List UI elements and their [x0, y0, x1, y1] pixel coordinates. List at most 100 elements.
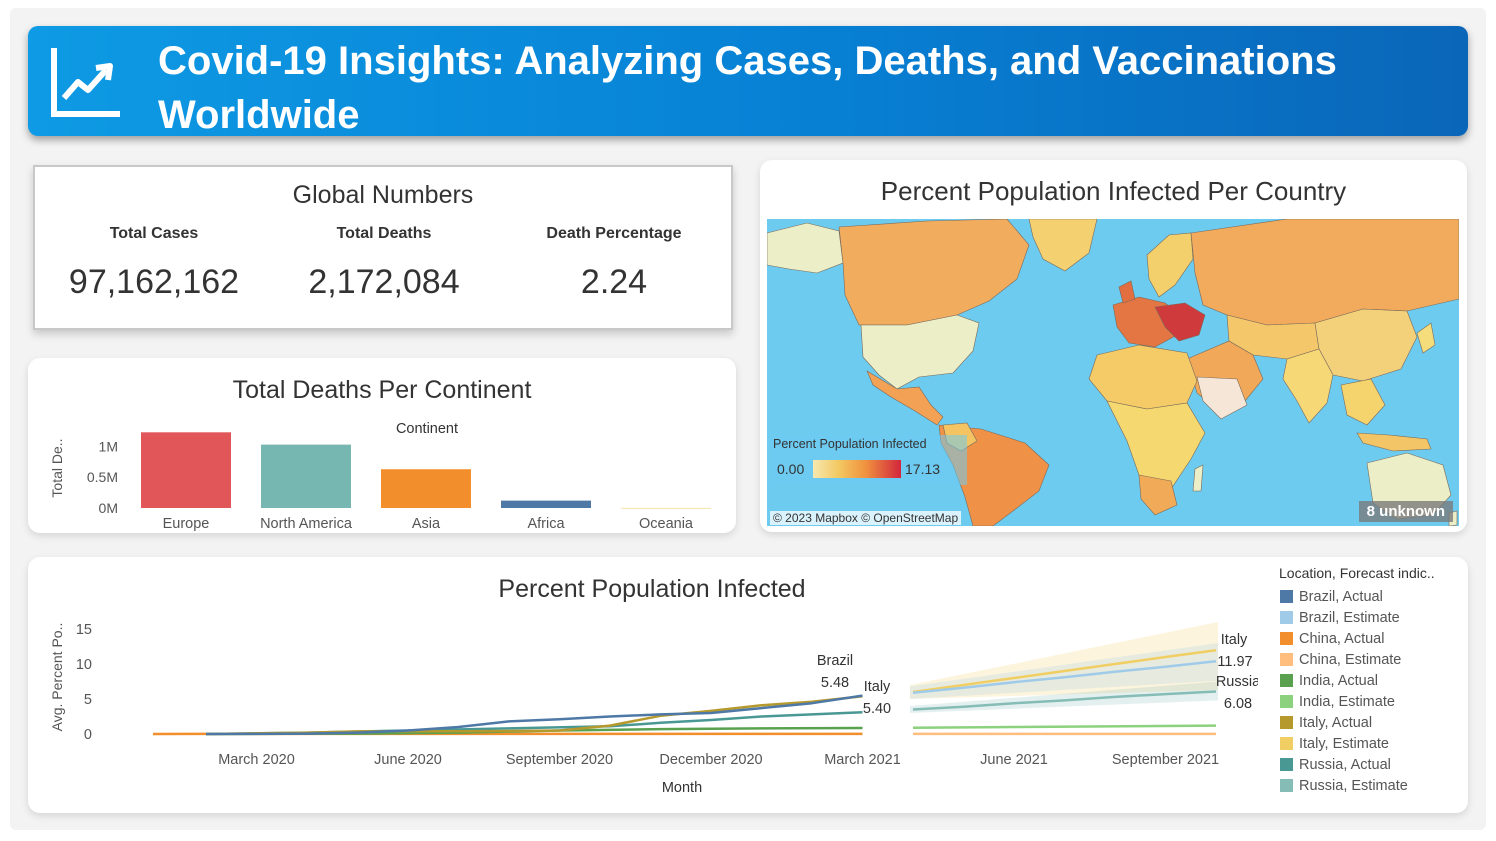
legend-item-russia-actual[interactable]: Russia, Actual — [1280, 755, 1391, 775]
unknown-locations-badge[interactable]: 8 unknown — [1358, 501, 1453, 522]
world-map-svg[interactable] — [767, 219, 1459, 526]
region-saudi-arabia[interactable] — [1196, 376, 1248, 420]
map-title: Percent Population Infected Per Country — [880, 176, 1347, 206]
map-legend-gradient — [813, 460, 901, 478]
line-y-tick-label: 5 — [84, 692, 92, 708]
legend-swatch — [1280, 758, 1293, 771]
legend-item-india-estimate[interactable]: India, Estimate — [1280, 692, 1395, 712]
legend-swatch — [1280, 716, 1293, 729]
region-south-africa[interactable] — [1138, 474, 1178, 516]
legend-item-italy-estimate[interactable]: Italy, Estimate — [1280, 734, 1389, 754]
line-x-tick-label: March 2020 — [218, 752, 295, 768]
forecast-band-italy-estimate — [910, 622, 1218, 699]
infection-map-card[interactable]: Percent Population Infected Per Country — [760, 160, 1467, 532]
bar-category-label: Asia — [412, 516, 441, 532]
legend-item-india-actual[interactable]: India, Actual — [1280, 671, 1378, 691]
continent-y-axis-label: Total De.. — [49, 438, 65, 497]
infection-line-chart[interactable]: Percent Population Infected Avg. Percent… — [28, 557, 1258, 813]
region-uk[interactable] — [1118, 280, 1136, 304]
legend-label: Russia, Actual — [1299, 757, 1391, 773]
italy-annotation-value: 5.40 — [863, 701, 891, 717]
line-x-axis-label: Month — [662, 780, 702, 796]
series-line-brazil-estimate[interactable] — [912, 659, 1217, 694]
line-y-tick-label: 0 — [84, 727, 92, 743]
italy-estimate-value: 11.97 — [1217, 654, 1252, 670]
line-legend-title: Location, Forecast indic.. — [1279, 565, 1435, 581]
dashboard-title: Covid-19 Insights: Analyzing Cases, Deat… — [158, 39, 1337, 137]
legend-label: India, Estimate — [1299, 694, 1395, 710]
region-central-europe[interactable] — [1154, 302, 1206, 342]
map-legend: Percent Population Infected 0.00 17.13 — [771, 435, 967, 485]
total-cases-value: 97,162,162 — [68, 263, 240, 301]
legend-label: China, Actual — [1299, 631, 1385, 647]
region-usa[interactable] — [860, 314, 980, 390]
brazil-annotation-value: 5.48 — [821, 675, 849, 691]
bar-north-america[interactable] — [261, 444, 351, 508]
continent-chart-title: Total Deaths Per Continent — [232, 376, 532, 404]
region-mexico-central[interactable] — [866, 370, 944, 426]
legend-label: Brazil, Actual — [1299, 589, 1383, 605]
line-x-tick-label: December 2020 — [659, 752, 762, 768]
map-attribution[interactable]: © 2023 Mapbox © OpenStreetMap — [770, 511, 962, 525]
deaths-per-continent-card[interactable]: Total Deaths Per Continent Continent Tot… — [28, 358, 736, 533]
region-canada[interactable] — [838, 219, 1030, 326]
legend-label: Italy, Actual — [1299, 715, 1373, 731]
legend-item-brazil-estimate[interactable]: Brazil, Estimate — [1280, 608, 1400, 628]
region-greenland[interactable] — [1028, 219, 1098, 272]
region-alaska[interactable] — [767, 222, 844, 274]
bar-category-label: Africa — [527, 516, 565, 532]
bar-africa[interactable] — [501, 500, 591, 508]
continent-bar-chart[interactable]: Continent Total De.. 1M 0.5M 0M Europe Nort… — [28, 358, 736, 533]
bar-y-tick-label: 1M — [99, 438, 118, 454]
legend-item-italy-actual[interactable]: Italy, Actual — [1280, 713, 1372, 733]
russia-estimate-value: 6.08 — [1224, 696, 1252, 712]
world-map[interactable]: Percent Population Infected 0.00 17.13 ©… — [767, 219, 1459, 526]
region-africa-central[interactable] — [1106, 400, 1206, 504]
region-japan[interactable] — [1416, 322, 1436, 354]
series-line-india-estimate[interactable] — [912, 724, 1217, 729]
line-x-tick-label: September 2020 — [506, 752, 613, 768]
legend-item-china-estimate[interactable]: China, Estimate — [1280, 650, 1401, 670]
legend-swatch — [1280, 779, 1293, 792]
series-line-italy-estimate[interactable] — [912, 648, 1217, 694]
line-x-tick-label: June 2021 — [980, 752, 1048, 768]
bar-y-tick-label: 0M — [99, 500, 118, 516]
bar-europe[interactable] — [141, 432, 231, 508]
legend-swatch — [1280, 653, 1293, 666]
legend-item-china-actual[interactable]: China, Actual — [1280, 629, 1384, 649]
global-numbers-card[interactable]: Global Numbers Total Cases 97,162,162 To… — [33, 165, 733, 330]
region-africa-north[interactable] — [1088, 344, 1198, 410]
bar-oceania[interactable] — [621, 507, 711, 509]
legend-swatch — [1280, 632, 1293, 645]
region-madagascar[interactable] — [1192, 464, 1204, 492]
map-legend-title: Percent Population Infected — [773, 437, 927, 451]
legend-label: Brazil, Estimate — [1299, 610, 1400, 626]
line-y-tick-label: 15 — [76, 622, 92, 638]
global-numbers-title: Global Numbers — [292, 181, 474, 209]
italy-annotation-name: Italy — [864, 679, 891, 695]
legend-swatch — [1280, 611, 1293, 624]
italy-estimate-name: Italy — [1221, 632, 1248, 648]
region-india[interactable] — [1282, 348, 1334, 424]
trend-chart-icon — [51, 48, 120, 117]
map-legend-min: 0.00 — [777, 461, 805, 477]
series-line-russia-estimate[interactable] — [912, 690, 1217, 711]
total-deaths-label: Total Deaths — [336, 225, 432, 242]
region-indonesia[interactable] — [1356, 432, 1432, 452]
continent-column-header: Continent — [396, 421, 458, 437]
legend-item-brazil-actual[interactable]: Brazil, Actual — [1280, 587, 1383, 607]
legend-item-russia-estimate[interactable]: Russia, Estimate — [1280, 776, 1408, 796]
series-line-brazil-actual[interactable] — [205, 694, 863, 736]
region-russia[interactable] — [1190, 219, 1459, 326]
line-x-tick-label: March 2021 — [824, 752, 901, 768]
legend-label: Italy, Estimate — [1299, 736, 1389, 752]
line-x-tick-label: June 2020 — [374, 752, 442, 768]
infection-trend-card[interactable]: Percent Population Infected Avg. Percent… — [28, 557, 1468, 813]
legend-label: China, Estimate — [1299, 652, 1402, 668]
legend-label: Russia, Estimate — [1299, 778, 1408, 794]
region-scandinavia[interactable] — [1146, 232, 1194, 298]
bar-y-tick-label: 0.5M — [87, 469, 118, 485]
region-southeast-asia[interactable] — [1340, 378, 1386, 426]
bar-asia[interactable] — [381, 469, 471, 508]
